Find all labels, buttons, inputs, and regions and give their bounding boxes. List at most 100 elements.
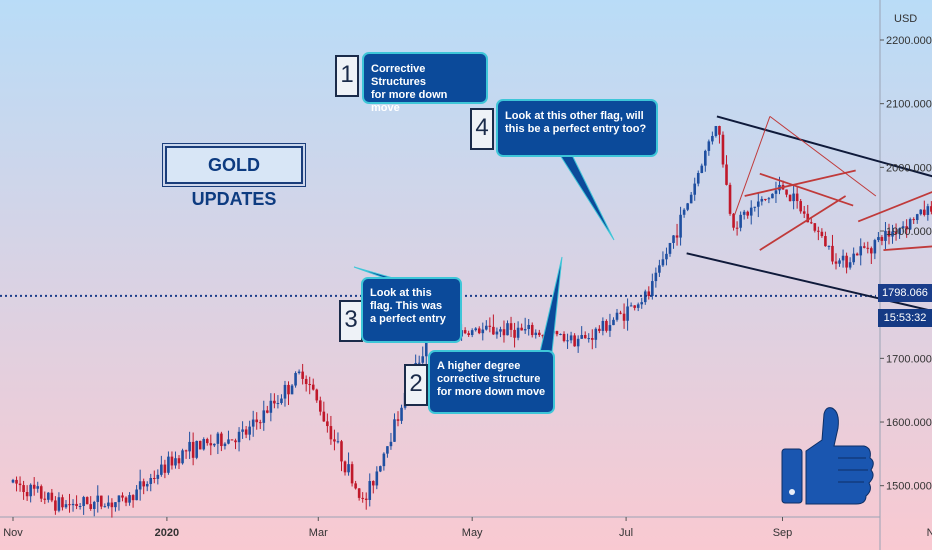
candle-body	[64, 504, 68, 508]
candle-body	[894, 231, 898, 235]
annotation-number-1: 1	[335, 55, 359, 97]
candle-body	[749, 207, 753, 216]
candle-body	[357, 488, 361, 498]
candle-body	[612, 319, 615, 326]
candle-body	[22, 485, 25, 493]
candle-body	[205, 439, 209, 444]
candle-body	[400, 407, 403, 421]
candle-body	[619, 312, 622, 314]
candle-body	[767, 198, 771, 200]
candle-body	[499, 329, 502, 332]
candle-body	[686, 203, 689, 210]
candle-body	[152, 478, 156, 480]
candle-body	[728, 184, 732, 214]
candle-body	[266, 410, 269, 413]
candle-body	[220, 433, 223, 447]
candle-body	[725, 164, 728, 185]
candle-body	[82, 497, 85, 506]
candle-body	[523, 329, 527, 331]
trendline	[883, 245, 932, 252]
candle-body	[50, 492, 54, 501]
candle-body	[39, 486, 43, 499]
candle-body	[647, 291, 651, 297]
candle-body	[841, 255, 845, 261]
candle-body	[244, 429, 248, 435]
candle-body	[340, 441, 343, 462]
candle-body	[785, 189, 788, 195]
candle-body	[156, 474, 160, 479]
candle-body	[516, 327, 520, 338]
candle-body	[714, 126, 718, 136]
candle-body	[424, 341, 428, 357]
candle-body	[601, 320, 605, 331]
axis-lines	[0, 0, 881, 550]
candle-body	[700, 165, 704, 173]
x-tick-label: 2020	[155, 527, 179, 539]
candle-body	[827, 245, 831, 247]
candle-body	[142, 481, 145, 487]
candle-body	[234, 440, 237, 443]
candle-body	[290, 385, 294, 395]
candle-body	[732, 213, 735, 228]
candle-body	[209, 443, 213, 446]
candle-body	[421, 356, 425, 363]
candle-body	[364, 498, 368, 500]
candle-body	[287, 384, 290, 395]
candle-body	[580, 335, 583, 339]
candle-body	[188, 441, 191, 452]
chart-title: GOLD UPDATES	[162, 143, 306, 209]
callout-2: A higher degree corrective structure for…	[428, 350, 555, 414]
candle-body	[891, 231, 894, 237]
candle-body	[68, 504, 71, 506]
candle-body	[569, 335, 573, 341]
candle-body	[227, 439, 230, 444]
candle-body	[764, 198, 767, 200]
candle-body	[11, 479, 15, 483]
candle-body	[615, 312, 619, 320]
candle-body	[43, 498, 47, 500]
candle-body	[75, 503, 78, 507]
candle-body	[834, 261, 838, 264]
channel-lower-line	[686, 252, 932, 312]
annotation-number-3: 3	[339, 300, 363, 342]
candle-body	[396, 419, 400, 421]
x-tick-label: Mar	[309, 527, 328, 539]
candle-body	[908, 219, 912, 230]
candle-body	[386, 446, 389, 454]
trendline	[744, 169, 856, 197]
candle-body	[36, 486, 40, 489]
candle-body	[530, 324, 534, 336]
candle-body	[636, 304, 640, 308]
candle-body	[509, 323, 513, 330]
candle-body	[792, 193, 795, 202]
candle-body	[347, 464, 350, 473]
candle-body	[110, 502, 114, 508]
candle-body	[57, 497, 61, 511]
candle-body	[128, 495, 131, 503]
candle-body	[174, 458, 177, 466]
candle-body	[576, 338, 580, 347]
candle-body	[721, 134, 725, 165]
candle-body	[96, 495, 100, 502]
candle-body	[587, 338, 591, 340]
x-tick-label: Nov	[927, 527, 932, 539]
candle-body	[877, 237, 880, 241]
candle-body	[29, 484, 32, 497]
candle-body	[590, 338, 594, 340]
candle-body	[817, 230, 820, 232]
candle-body	[919, 209, 923, 215]
candle-body	[693, 183, 697, 195]
y-tick-label: 1700.000	[886, 353, 932, 365]
candle-body	[485, 325, 488, 330]
candle-body	[802, 211, 806, 214]
candle-body	[354, 483, 357, 489]
candle-body	[513, 329, 516, 338]
candle-body	[559, 333, 562, 335]
y-tick-label: 1500.000	[886, 481, 932, 493]
candle-body	[393, 419, 396, 442]
candle-body	[255, 419, 259, 423]
annotation-number-2: 2	[404, 364, 428, 406]
candle-body	[862, 246, 866, 248]
candle-body	[333, 439, 336, 442]
candle-body	[470, 330, 474, 335]
